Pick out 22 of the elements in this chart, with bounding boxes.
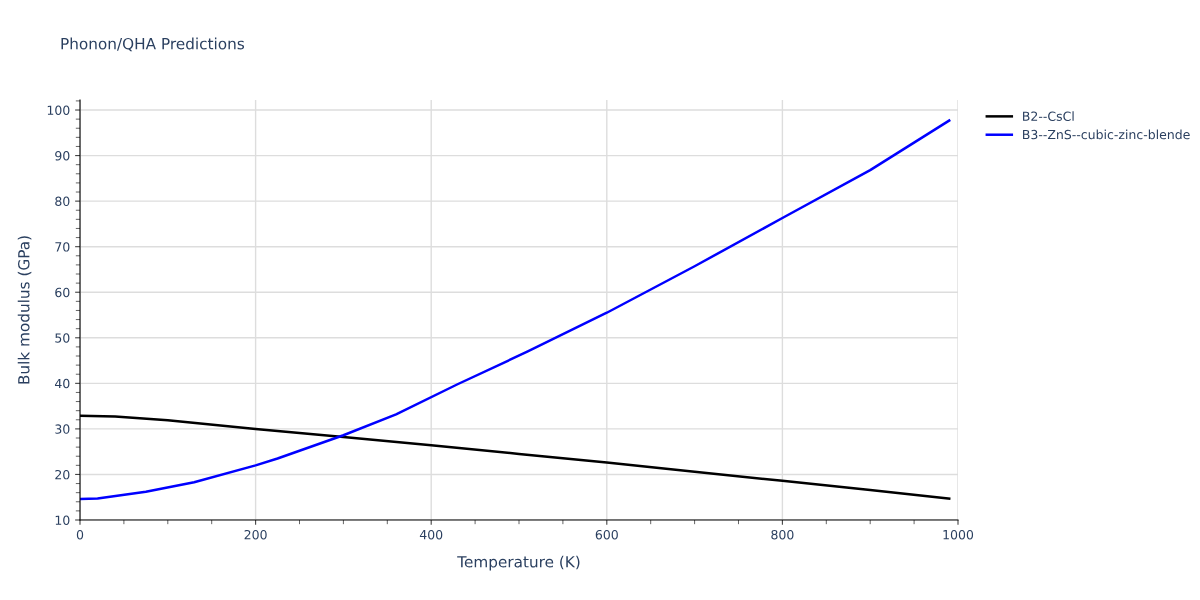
y-tick-label: 100 [47,105,70,115]
line-series [80,119,951,501]
legend-label: B3--ZnS--cubic-zinc-blende [1023,129,1190,140]
y-tick-label: 20 [55,469,70,480]
y-tick-label: 70 [55,242,70,252]
y-tick-label: 40 [54,378,70,389]
x-tick-label: 600 [595,529,618,540]
y-tick-label: 60 [55,287,70,298]
y-tick-label: 10 [55,515,70,525]
chart-title: Phonon/QHA Predictions [61,37,245,52]
y-axis-title: Bulk modulus (GPa) [17,236,32,384]
x-tick-label: 400 [419,529,443,540]
x-tick-label: 800 [771,529,794,540]
x-tick-label: 0 [76,529,84,540]
x-tick-label: 1000 [943,529,974,540]
y-tick-label: 30 [55,424,70,434]
y-tick-label: 50 [55,333,70,343]
x-axis-title: Temperature (K) [457,555,580,571]
y-tick-label: 80 [55,196,70,207]
x-tick-label: 200 [244,529,267,540]
legend-label: B2--CsCl [1023,111,1074,121]
y-tick-label: 90 [55,151,70,161]
